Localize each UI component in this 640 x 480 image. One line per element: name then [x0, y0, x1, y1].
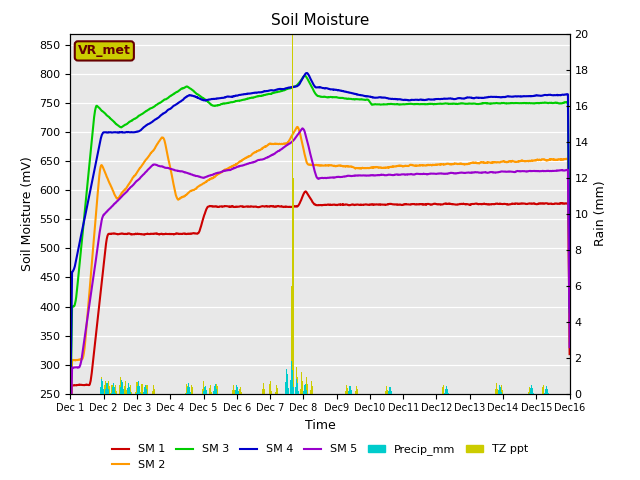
Legend: SM 1, SM 2, SM 3, SM 4, SM 5, Precip_mm, TZ ppt: SM 1, SM 2, SM 3, SM 4, SM 5, Precip_mm,… — [108, 440, 532, 474]
X-axis label: Time: Time — [305, 419, 335, 432]
Title: Soil Moisture: Soil Moisture — [271, 13, 369, 28]
Y-axis label: Rain (mm): Rain (mm) — [594, 181, 607, 246]
Text: VR_met: VR_met — [78, 44, 131, 58]
Y-axis label: Soil Moisture (mV): Soil Moisture (mV) — [21, 156, 34, 271]
